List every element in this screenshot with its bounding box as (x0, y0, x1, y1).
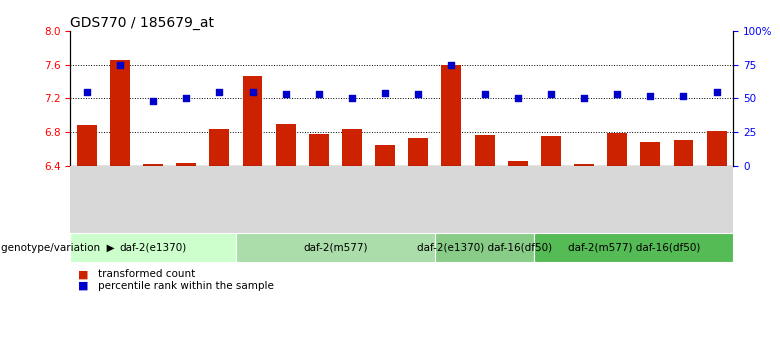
Bar (574, 164, 594, 166)
Bar (607, 133, 627, 166)
Text: daf-2(e1370): daf-2(e1370) (119, 243, 186, 253)
Point (180, 96, 193, 101)
Text: daf-2(m577) daf-16(df50): daf-2(m577) daf-16(df50) (568, 243, 700, 253)
Bar (110, 60, 129, 166)
Point (213, 89, 225, 95)
Point (313, 91, 325, 97)
Text: percentile rank within the sample: percentile rank within the sample (98, 281, 273, 290)
Point (80, 89, 93, 95)
Point (544, 91, 557, 97)
Bar (77, 125, 97, 166)
Bar (375, 145, 395, 166)
Point (677, 93, 690, 98)
Point (445, 62, 458, 68)
Point (578, 96, 590, 101)
Point (379, 90, 392, 96)
Bar (144, 164, 163, 166)
Text: daf-2(e1370) daf-16(df50): daf-2(e1370) daf-16(df50) (417, 243, 552, 253)
Bar (276, 124, 296, 166)
Bar (640, 142, 660, 166)
Bar (243, 76, 262, 166)
Point (114, 62, 126, 68)
Point (512, 96, 524, 101)
Bar (408, 138, 428, 166)
Text: ■: ■ (78, 281, 88, 290)
Text: daf-2(m577): daf-2(m577) (303, 243, 367, 253)
Bar (474, 135, 495, 166)
Bar (441, 65, 462, 166)
Point (346, 96, 358, 101)
Point (412, 91, 424, 97)
Bar (209, 129, 229, 166)
Point (147, 98, 159, 104)
Point (711, 89, 723, 95)
Point (644, 93, 657, 98)
Point (279, 91, 292, 97)
Bar (176, 163, 197, 166)
Point (611, 91, 623, 97)
Text: GDS770 / 185679_at: GDS770 / 185679_at (70, 16, 214, 30)
Bar (508, 161, 527, 166)
Text: transformed count: transformed count (98, 269, 195, 279)
Point (478, 91, 491, 97)
Text: ■: ■ (78, 269, 88, 279)
Point (246, 89, 259, 95)
Text: genotype/variation  ▶: genotype/variation ▶ (1, 243, 115, 253)
Bar (541, 136, 561, 166)
Bar (309, 135, 329, 166)
Bar (707, 131, 727, 166)
Bar (673, 139, 693, 166)
Bar (342, 129, 362, 166)
